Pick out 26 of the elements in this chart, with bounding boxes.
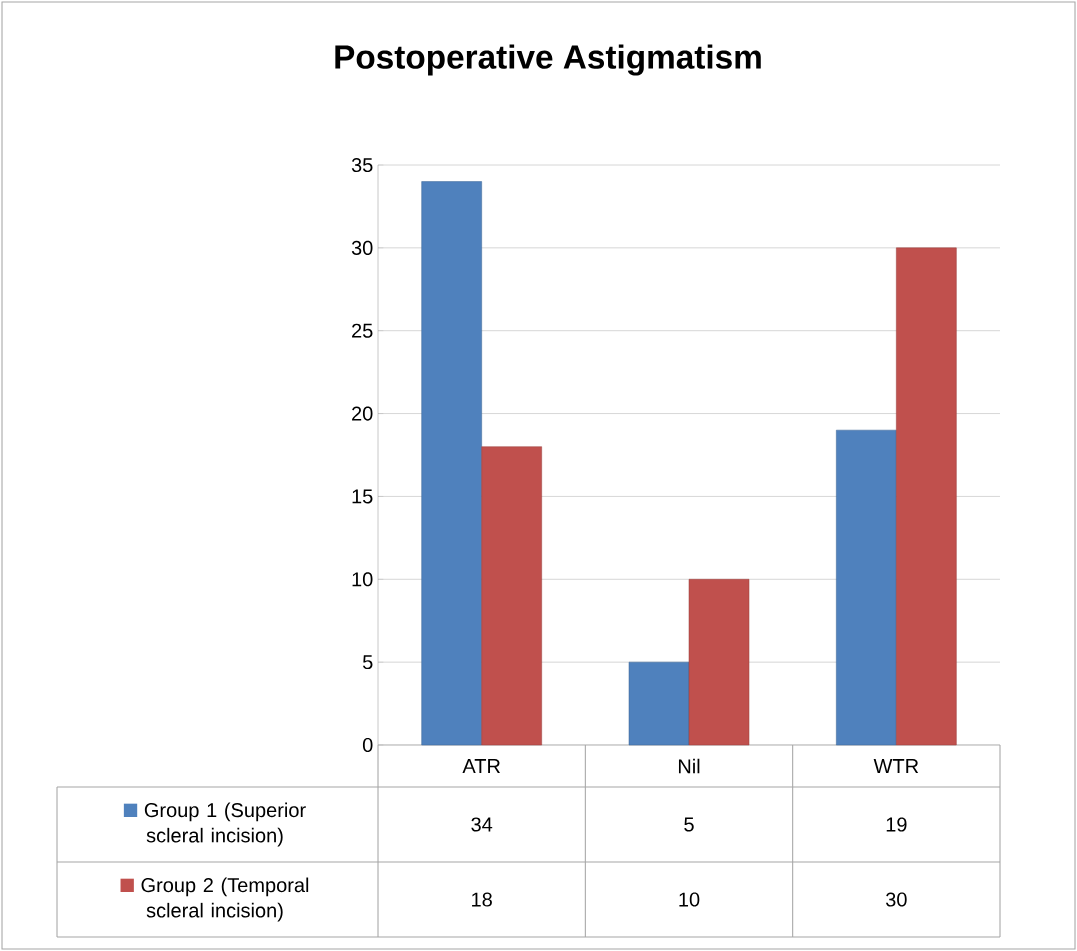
bar <box>481 446 542 746</box>
y-tick-label: 25 <box>352 323 373 338</box>
bar <box>836 429 897 746</box>
y-tick-label: 35 <box>351 157 373 173</box>
data-label: 34 <box>471 817 493 832</box>
data-label: 18 <box>472 892 492 907</box>
legend-label: Group 1 (Superior scleral incision) <box>144 802 306 847</box>
bar <box>896 247 957 746</box>
data-label: 19 <box>886 817 907 832</box>
data-label: 5 <box>684 817 694 832</box>
y-tick-label: 0 <box>362 737 373 753</box>
bar <box>421 181 482 746</box>
x-tick-label: WTR <box>873 759 919 773</box>
data-label: 10 <box>679 892 700 907</box>
bar <box>688 579 750 746</box>
data-label: 30 <box>885 892 907 907</box>
y-tick-label: 5 <box>362 655 373 670</box>
y-tick-label: 20 <box>352 406 373 421</box>
x-tick-label: ATR <box>462 759 500 773</box>
y-tick-label: 15 <box>352 489 373 504</box>
y-tick-label: 10 <box>352 572 373 587</box>
chart-title: Postoperative Astigmatism <box>335 44 761 76</box>
legend-label: Group 2 (Temporal scleral incision) <box>141 877 309 922</box>
y-tick-label: 30 <box>351 240 373 255</box>
x-tick-label: Nil <box>678 758 700 774</box>
bar <box>628 661 690 746</box>
